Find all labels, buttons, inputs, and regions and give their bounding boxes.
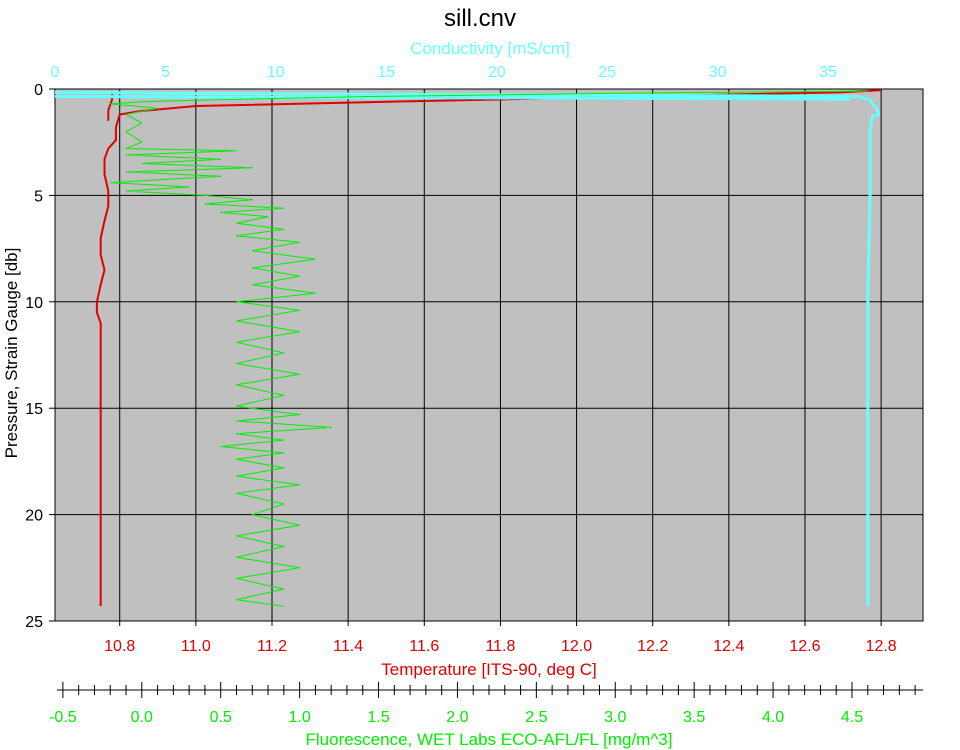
fluorescence-series-line bbox=[109, 90, 868, 607]
plot-area bbox=[54, 88, 924, 622]
conductivity-tick-label: 5 bbox=[161, 64, 170, 81]
pressure-axis: 0 5 10 15 20 25 bbox=[25, 82, 55, 631]
conductivity-tick-label: 35 bbox=[819, 64, 837, 81]
temperature-tick-label: 12.6 bbox=[789, 638, 820, 655]
fluorescence-tick-label: 4.5 bbox=[841, 709, 863, 726]
pressure-tick-label: 25 bbox=[25, 614, 43, 631]
pressure-tick-label: 0 bbox=[34, 82, 43, 99]
conductivity-tick-label: 15 bbox=[377, 64, 395, 81]
temperature-tick-label: 12.0 bbox=[561, 638, 592, 655]
fluorescence-tick-label: 3.5 bbox=[683, 709, 705, 726]
fluorescence-tick-label: 3.0 bbox=[604, 709, 626, 726]
conductivity-tick-label: 30 bbox=[709, 64, 727, 81]
temperature-axis-label: Temperature [ITS-90, deg C] bbox=[381, 660, 596, 679]
pressure-tick-label: 20 bbox=[25, 508, 43, 525]
chart-title: sill.cnv bbox=[444, 5, 516, 32]
conductivity-tick-label: 10 bbox=[267, 64, 285, 81]
pressure-tick-label: 10 bbox=[25, 295, 43, 312]
temperature-tick-label: 12.4 bbox=[713, 638, 744, 655]
temperature-tick-label: 11.8 bbox=[485, 638, 515, 655]
temperature-tick-label: 12.2 bbox=[637, 638, 668, 655]
temperature-tick-label: 11.2 bbox=[257, 638, 287, 655]
pressure-tick-label: 15 bbox=[25, 401, 43, 418]
conductivity-axis-label: Conductivity [mS/cm] bbox=[410, 39, 570, 58]
temperature-axis: 10.8 11.0 11.2 11.4 11.6 11.8 12.0 12.2 12.4 12.6… bbox=[104, 621, 897, 655]
fluorescence-tick-label: 2.5 bbox=[525, 709, 547, 726]
conductivity-series-line bbox=[54, 94, 851, 101]
temperature-tick-label: 10.8 bbox=[104, 638, 135, 655]
conductivity-axis: 0 5 10 15 20 25 30 35 bbox=[51, 64, 837, 81]
fluorescence-tick-label: 1.5 bbox=[367, 709, 389, 726]
temperature-tick-label: 11.4 bbox=[333, 638, 363, 655]
pressure-axis-label: Pressure, Strain Gauge [db] bbox=[2, 248, 21, 459]
fluorescence-tick-label: 0.5 bbox=[210, 709, 232, 726]
fluorescence-tick-label: -0.5 bbox=[49, 709, 77, 726]
pressure-tick-label: 5 bbox=[34, 188, 43, 205]
conductivity-series-line bbox=[54, 90, 881, 607]
fluorescence-axis: -0.5 0.0 0.5 1.0 1.5 2.0 2.5 3.0 3.5 4.0 4.5 bbox=[49, 682, 923, 726]
grid-lines bbox=[55, 89, 923, 622]
fluorescence-tick-label: 2.0 bbox=[446, 709, 468, 726]
conductivity-tick-label: 25 bbox=[598, 64, 616, 81]
temperature-tick-label: 11.6 bbox=[409, 638, 439, 655]
fluorescence-tick-label: 0.0 bbox=[131, 709, 153, 726]
fluorescence-tick-label: 1.0 bbox=[288, 709, 310, 726]
conductivity-tick-label: 0 bbox=[51, 64, 60, 81]
fluorescence-axis-label: Fluorescence, WET Labs ECO-AFL/FL [mg/m^… bbox=[306, 730, 673, 749]
data-series bbox=[54, 89, 882, 607]
temperature-tick-label: 12.8 bbox=[866, 638, 897, 655]
conductivity-tick-label: 20 bbox=[488, 64, 506, 81]
fluorescence-tick-label: 4.0 bbox=[762, 709, 784, 726]
temperature-tick-label: 11.0 bbox=[181, 638, 211, 655]
temperature-series-line bbox=[95, 89, 882, 607]
